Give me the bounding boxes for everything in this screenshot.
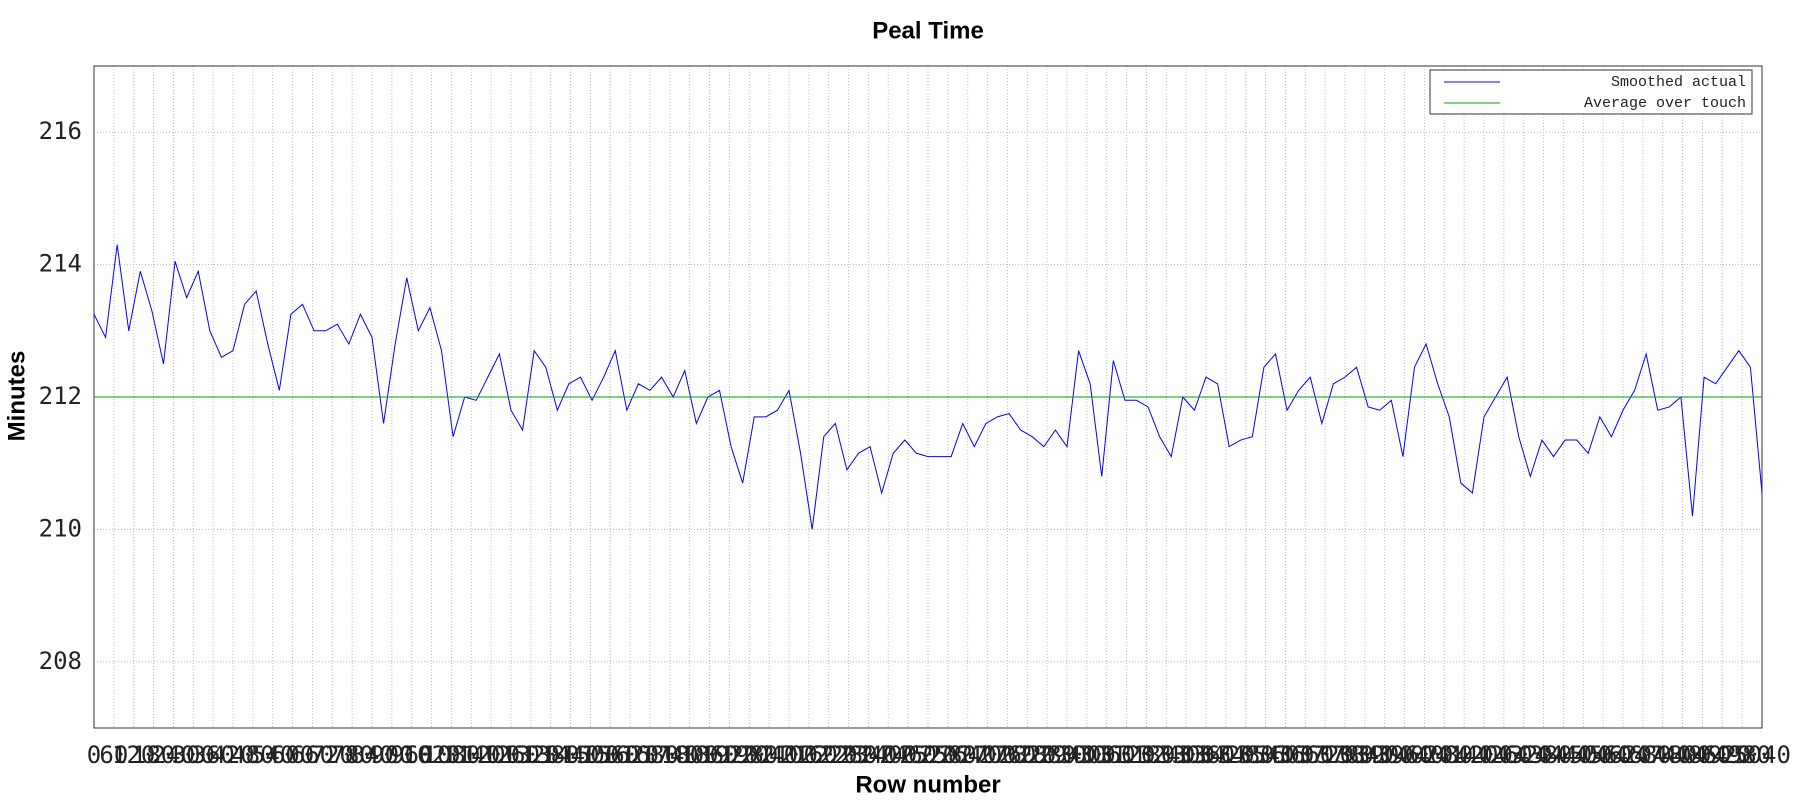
x-tick-label: 4620 [1594,741,1652,769]
x-tick-label: 3000 [1058,741,1116,769]
x-tick-label: 4500 [1554,741,1612,769]
x-tick-label: 2400 [859,741,917,769]
x-tick-label: 600 [271,741,314,769]
x-tick-label: 300 [172,741,215,769]
x-tick-label: 60 [99,741,128,769]
x-tick-label: 3960 [1376,741,1434,769]
data-line [93,244,1763,530]
x-tick-label: 4380 [1515,741,1573,769]
x-tick-label: 420 [211,741,254,769]
x-tick-label: 900 [370,741,413,769]
y-tick-label: 208 [39,647,82,675]
x-tick-label: 4020 [1396,741,1454,769]
x-tick-label: 780 [330,741,373,769]
x-tick-label: 1500 [562,741,620,769]
x-tick-label: 960 [390,741,433,769]
legend-box [1429,69,1753,115]
x-tick-label: 4560 [1574,741,1632,769]
x-tick-label: 3240 [1137,741,1195,769]
x-tick-label: 3660 [1276,741,1334,769]
x-tick-label: 1920 [701,741,759,769]
x-tick-label: 3900 [1356,741,1414,769]
legend-label: Smoothed actual [1611,74,1746,91]
x-tick-label: 2700 [959,741,1017,769]
x-tick-label: 4320 [1495,741,1553,769]
x-tick-label: 540 [251,741,294,769]
x-tick-label: 4920 [1693,741,1751,769]
x-tick-label: 3480 [1217,741,1275,769]
x-tick-label: 2040 [740,741,798,769]
x-tick-label: 4200 [1455,741,1513,769]
x-tick-label: 1380 [522,741,580,769]
x-tick-label: 1560 [581,741,639,769]
x-tick-label: 660 [291,741,334,769]
legend-label: Average over touch [1584,95,1746,112]
x-tick-label: 3360 [1177,741,1235,769]
x-tick-label: 2220 [800,741,858,769]
x-tick-label: 240 [152,741,195,769]
x-tick-label: 120 [112,741,155,769]
x-tick-label: 0 [87,741,101,769]
x-tick-label: 1800 [661,741,719,769]
x-tick-label: 4260 [1475,741,1533,769]
x-tick-label: 2460 [879,741,937,769]
x-tick-label: 1620 [601,741,659,769]
x-tick-label: 4740 [1634,741,1692,769]
y-tick-label: 212 [39,382,82,410]
x-tick-label: 4080 [1415,741,1473,769]
x-tick-label: 3060 [1078,741,1136,769]
x-tick-label: 1140 [442,741,500,769]
x-tick-label: 1320 [502,741,560,769]
x-tick-label: 480 [231,741,274,769]
x-tick-label: 1980 [720,741,778,769]
x-tick-label: 2940 [1038,741,1096,769]
x-tick-label: 2100 [760,741,818,769]
x-tick-label: 2280 [820,741,878,769]
chart-title: Peal Time [872,17,984,44]
y-tick-label: 216 [39,117,82,145]
x-tick-label: 4980 [1713,741,1771,769]
x-tick-label: 4140 [1435,741,1493,769]
x-tick-label: 2580 [919,741,977,769]
x-tick-label: 1860 [681,741,739,769]
x-tick-label: 4440 [1535,741,1593,769]
x-tick-label: 3300 [1157,741,1215,769]
x-tick-label: 3420 [1197,741,1255,769]
y-tick-label: 210 [39,514,82,542]
x-tick-label: 3540 [1237,741,1295,769]
x-tick-label: 2880 [1018,741,1076,769]
y-axis-label: Minutes [3,351,30,442]
x-tick-label: 5040 [1733,741,1791,769]
x-axis-label: Row number [855,771,1000,798]
x-tick-label: 3780 [1316,741,1374,769]
x-tick-label: 1200 [462,741,520,769]
y-tick-label: 214 [39,250,82,278]
x-tick-label: 3120 [1098,741,1156,769]
x-tick-label: 1080 [423,741,481,769]
x-tick-label: 3720 [1296,741,1354,769]
x-tick-label: 2520 [899,741,957,769]
x-tick-label: 360 [191,741,234,769]
x-tick-label: 720 [311,741,354,769]
x-tick-label: 3180 [1118,741,1176,769]
x-tick-label: 840 [350,741,393,769]
x-tick-label: 2340 [840,741,898,769]
x-tick-label: 180 [132,741,175,769]
x-tick-label: 1020 [403,741,461,769]
x-tick-label: 3600 [1257,741,1315,769]
x-tick-label: 2160 [780,741,838,769]
x-tick-label: 4680 [1614,741,1672,769]
x-tick-label: 1260 [482,741,540,769]
x-tick-label: 2760 [979,741,1037,769]
x-tick-label: 2640 [939,741,997,769]
x-tick-label: 4860 [1674,741,1732,769]
x-tick-label: 1680 [621,741,679,769]
x-tick-label: 4800 [1654,741,1712,769]
x-tick-label: 1440 [542,741,600,769]
x-tick-label: 3840 [1336,741,1394,769]
x-tick-label: 1740 [641,741,699,769]
x-tick-label: 2820 [998,741,1056,769]
